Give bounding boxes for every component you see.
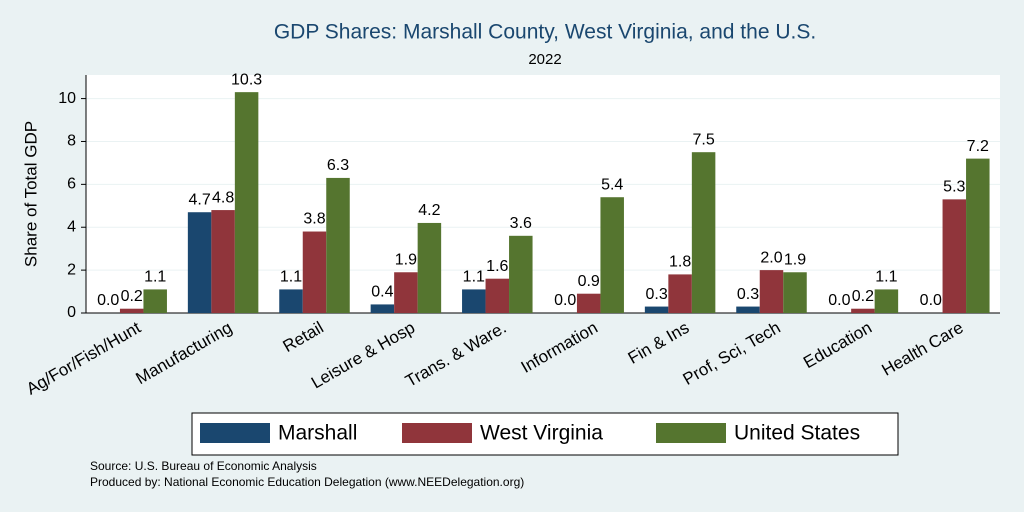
value-label: 3.6 [510,215,532,232]
bar [874,289,899,313]
bar [119,308,144,313]
value-label: 0.0 [97,292,119,309]
value-label: 0.9 [578,273,600,290]
bar [668,274,692,313]
bar [302,231,327,313]
bar [485,278,510,313]
legend-label: West Virginia [480,422,603,445]
legend-swatch [200,423,270,443]
value-label: 0.2 [121,288,143,305]
bar [691,152,716,313]
value-label: 0.3 [645,286,667,303]
bar [576,293,601,313]
value-label: 1.9 [784,251,806,268]
bar [187,212,212,313]
chart-title: GDP Shares: Marshall County, West Virgin… [274,21,816,44]
value-label: 1.8 [669,254,691,271]
bar [326,177,350,313]
y-axis-label: Share of Total GDP [21,121,40,267]
value-label: 5.3 [943,179,965,196]
value-label: 0.4 [371,284,393,301]
value-label: 4.7 [188,191,210,208]
bar [370,304,395,313]
bar [600,197,624,313]
bar [143,289,167,313]
bar [279,289,303,313]
legend-swatch [656,423,726,443]
bar [966,158,990,313]
value-label: 5.4 [601,176,623,193]
value-label: 0.0 [554,292,576,309]
bar [851,308,875,313]
bar [462,289,486,313]
bar [759,270,784,313]
value-label: 6.3 [327,157,349,174]
bar [234,92,259,313]
y-tick-label: 8 [67,133,76,150]
bar [736,306,760,313]
y-tick-label: 10 [58,90,76,107]
bar [211,210,235,313]
legend-swatch [402,423,472,443]
value-label: 1.1 [875,269,897,286]
value-label: 1.1 [280,269,302,286]
bar [783,272,807,313]
value-label: 0.2 [852,288,874,305]
value-label: 7.5 [692,131,714,148]
value-label: 0.0 [828,292,850,309]
y-tick-label: 2 [67,261,76,278]
value-label: 4.2 [418,202,440,219]
value-label: 4.8 [212,189,234,206]
value-label: 0.0 [920,292,942,309]
value-label: 1.9 [395,251,417,268]
value-label: 0.3 [737,286,759,303]
y-tick-label: 6 [67,176,76,193]
bar [644,306,669,313]
chart-subtitle: 2022 [528,51,561,68]
bar [509,235,533,313]
value-label: 1.1 [144,269,166,286]
note: Source: U.S. Bureau of Economic Analysis [90,459,317,473]
legend-label: United States [734,422,860,445]
value-label: 2.0 [760,249,782,266]
bar [417,222,442,313]
value-label: 10.3 [231,71,262,88]
y-tick-label: 4 [67,218,76,235]
legend [191,412,899,456]
value-label: 3.8 [303,211,325,228]
y-tick-label: 0 [67,304,76,321]
value-label: 1.6 [486,258,508,275]
legend-label: Marshall [278,422,357,445]
bar [394,272,418,313]
bar [942,199,967,313]
note: Produced by: National Economic Education… [90,475,524,489]
value-label: 1.1 [463,269,485,286]
value-label: 7.2 [967,138,989,155]
